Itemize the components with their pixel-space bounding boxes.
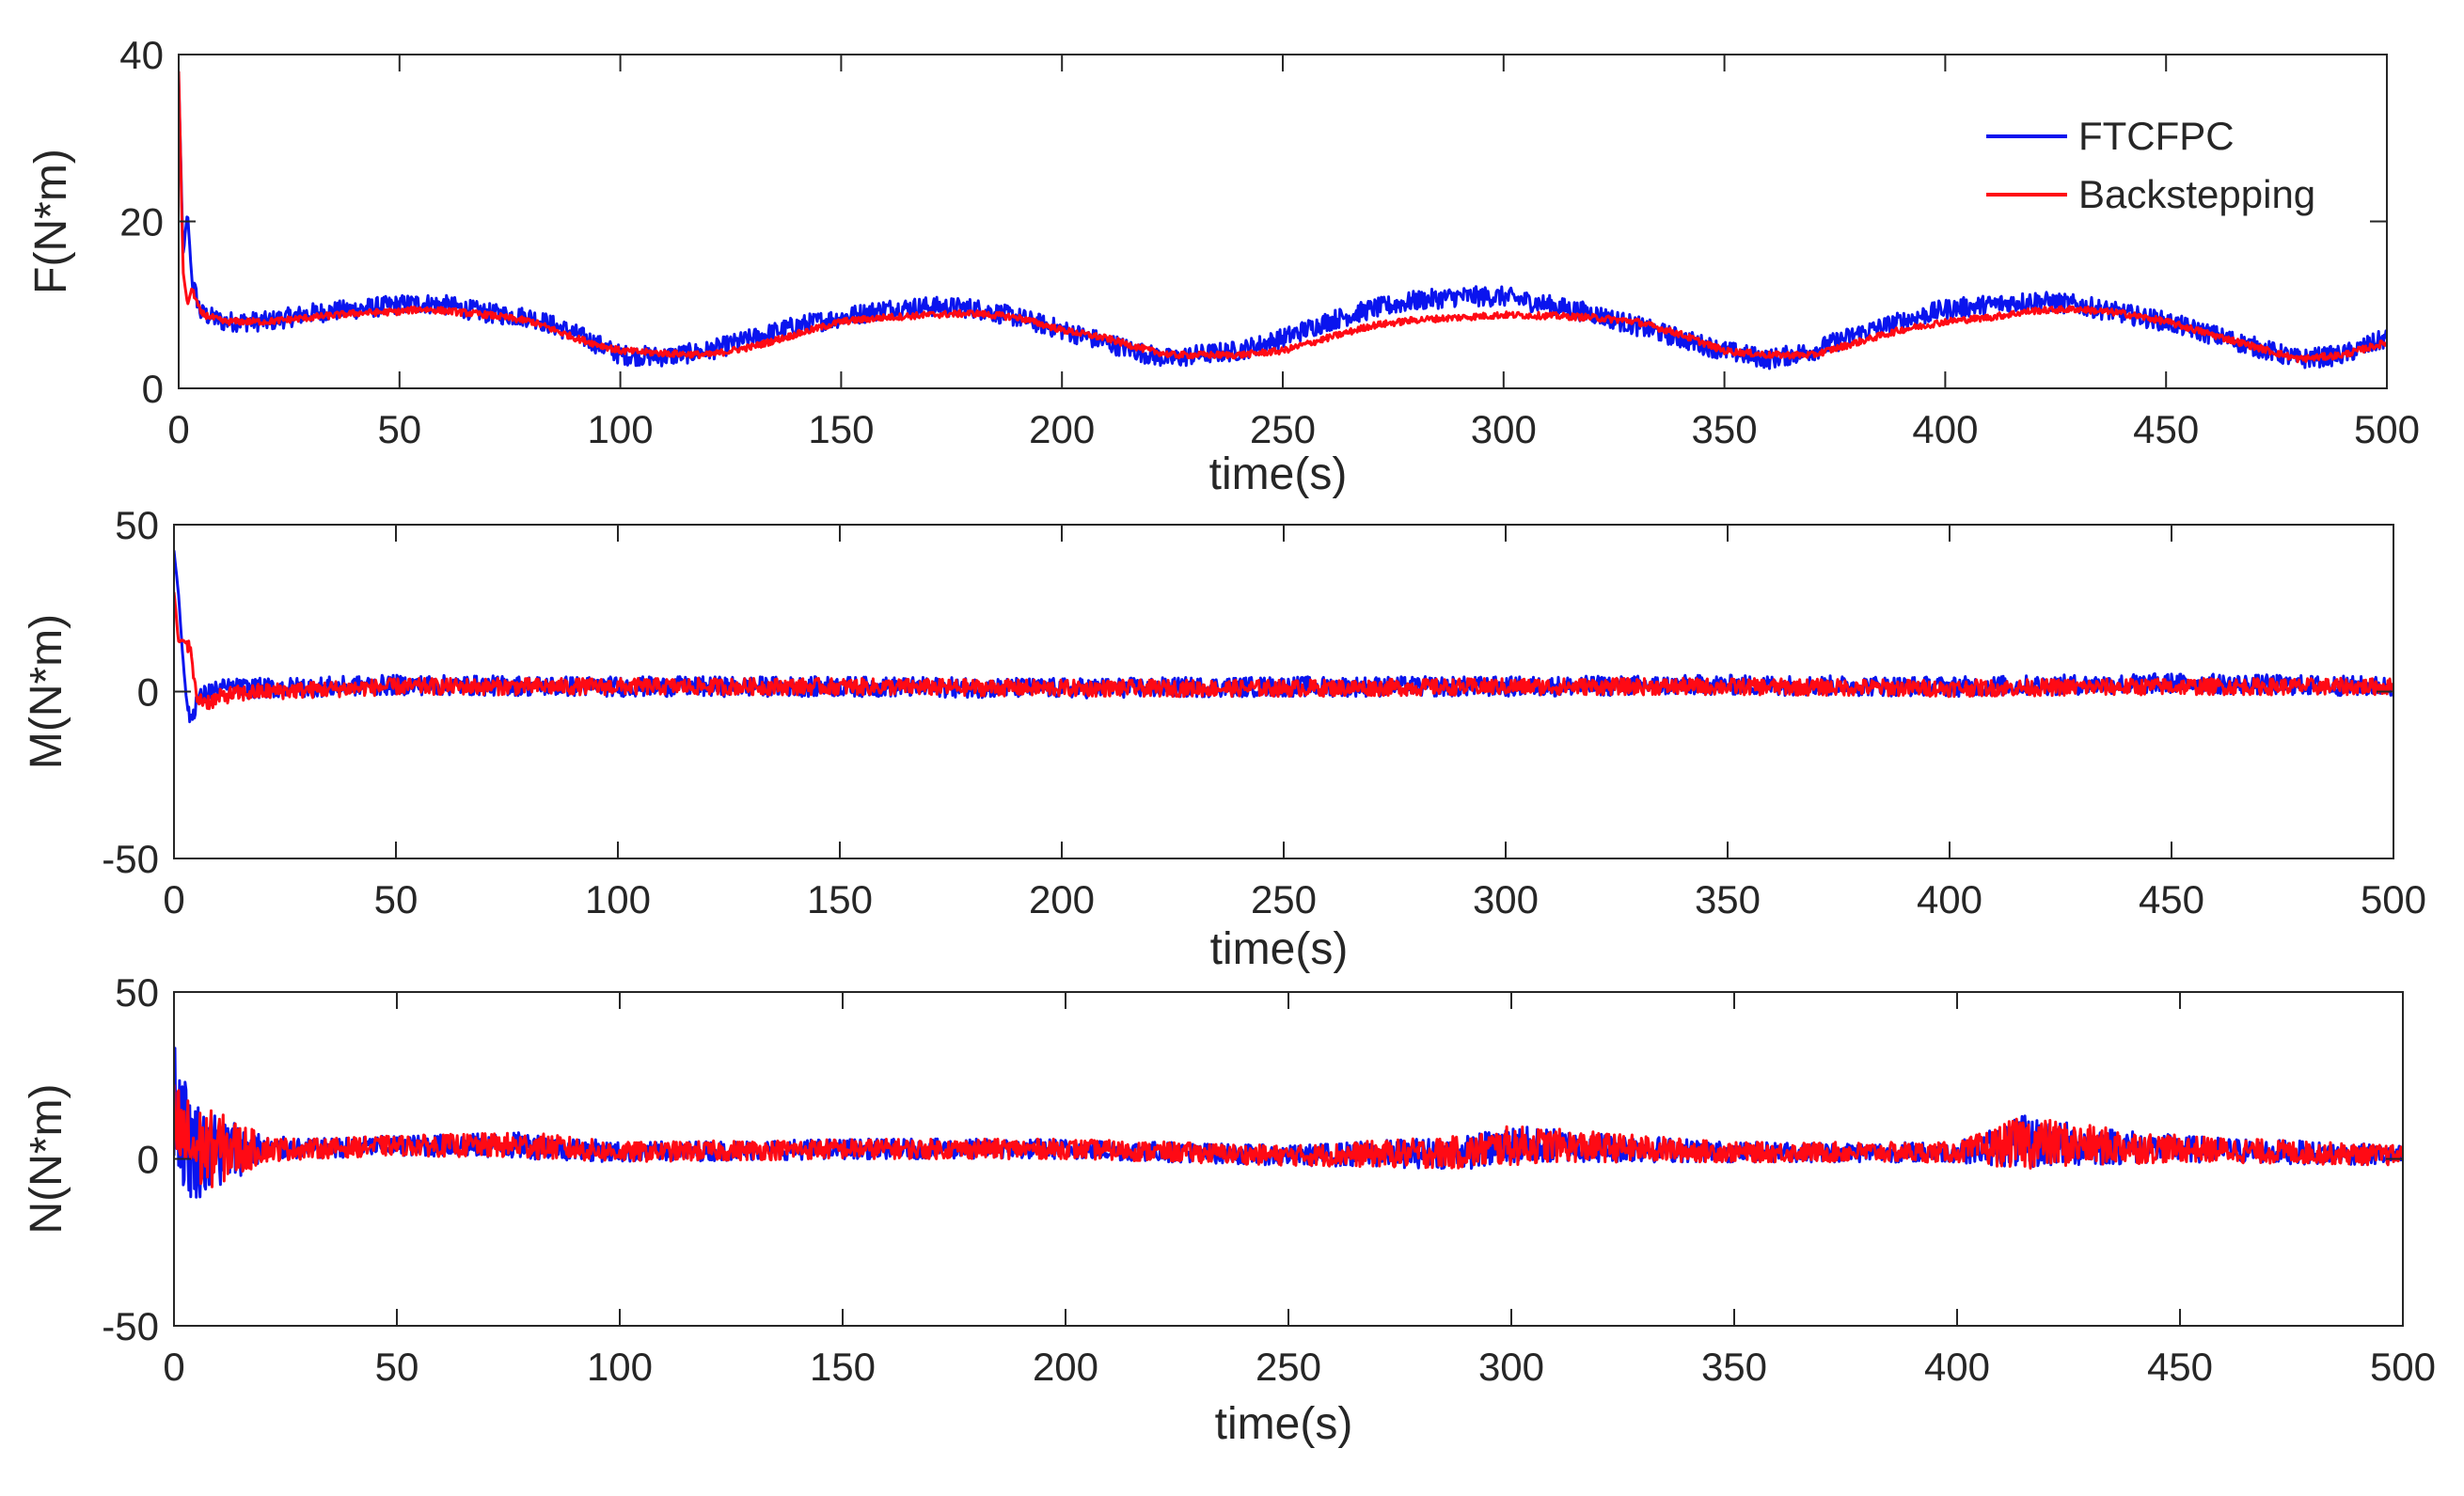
x-tick-label: 300 (1471, 407, 1537, 451)
x-tick-label: 300 (1473, 877, 1539, 921)
x-tick-label: 50 (374, 877, 419, 921)
y-tick-label: 50 (115, 970, 159, 1015)
x-tick-label: 150 (810, 1345, 876, 1389)
panel-2: 0 50 100 150 200 250 300 350 400 450 500-50050time… (22, 503, 2426, 974)
x-tick-label: 300 (1478, 1345, 1544, 1389)
y-axis-label: N(N*m) (22, 1084, 71, 1235)
y-tick-label: -50 (102, 837, 159, 881)
x-tick-label: 250 (1251, 877, 1317, 921)
x-axis-label: time(s) (1209, 449, 1348, 499)
x-tick-label: 250 (1250, 407, 1316, 451)
y-tick-label: 0 (142, 367, 164, 411)
x-tick-label: 450 (2147, 1345, 2213, 1389)
x-tick-label: 0 (167, 407, 189, 451)
x-tick-label: 500 (2361, 877, 2426, 921)
panel-1: 0 50 100 150 200 250 300 350 400 450 500 0 20 40 time(… (26, 33, 2420, 499)
y-tick-label: -50 (102, 1304, 159, 1348)
x-tick-label: 500 (2354, 407, 2420, 451)
x-axis-label: time(s) (1215, 1399, 1353, 1449)
y-axis-label: F(N*m) (26, 149, 76, 294)
series-line-backstepping (174, 591, 2393, 711)
x-tick-label: 100 (585, 877, 651, 921)
y-tick-label: 0 (137, 1138, 159, 1182)
x-tick-label: 200 (1029, 877, 1095, 921)
legend-label: Backstepping (2078, 172, 2315, 216)
x-tick-label: 450 (2139, 877, 2204, 921)
y-tick-label: 50 (115, 503, 159, 547)
x-tick-label: 200 (1033, 1345, 1098, 1389)
x-tick-label: 350 (1701, 1345, 1767, 1389)
x-tick-label: 150 (807, 877, 873, 921)
x-tick-label: 200 (1029, 407, 1095, 451)
x-tick-label: 400 (1917, 877, 1982, 921)
x-axis-label: time(s) (1210, 924, 1349, 974)
x-tick-label: 450 (2133, 407, 2199, 451)
y-tick-label: 0 (137, 670, 159, 715)
x-tick-label: 100 (587, 1345, 653, 1389)
legend: FTCFPC Backstepping (1986, 114, 2315, 216)
series-line-ftcfpc (174, 1047, 2403, 1199)
x-tick-label: 350 (1692, 407, 1758, 451)
y-tick-label: 40 (119, 33, 164, 77)
y-tick-label: 20 (119, 200, 164, 244)
x-tick-label: 0 (163, 1345, 184, 1389)
x-tick-label: 500 (2370, 1345, 2436, 1389)
series-line-backstepping (179, 71, 2387, 364)
y-axis-label: M(N*m) (22, 614, 71, 769)
x-tick-label: 400 (1924, 1345, 1990, 1389)
series-line-ftcfpc (179, 78, 2387, 370)
x-tick-label: 400 (1912, 407, 1978, 451)
legend-label: FTCFPC (2078, 114, 2235, 158)
x-tick-label: 150 (808, 407, 874, 451)
x-tick-label: 50 (377, 407, 421, 451)
series-line-backstepping (174, 1084, 2403, 1189)
panel-3: 0 50 100 150 200 250 300 350 400 450 500-50050time… (22, 970, 2436, 1449)
x-tick-label: 0 (163, 877, 184, 921)
x-tick-label: 100 (588, 407, 654, 451)
x-tick-label: 250 (1256, 1345, 1321, 1389)
x-tick-label: 50 (375, 1345, 419, 1389)
x-tick-label: 350 (1695, 877, 1761, 921)
